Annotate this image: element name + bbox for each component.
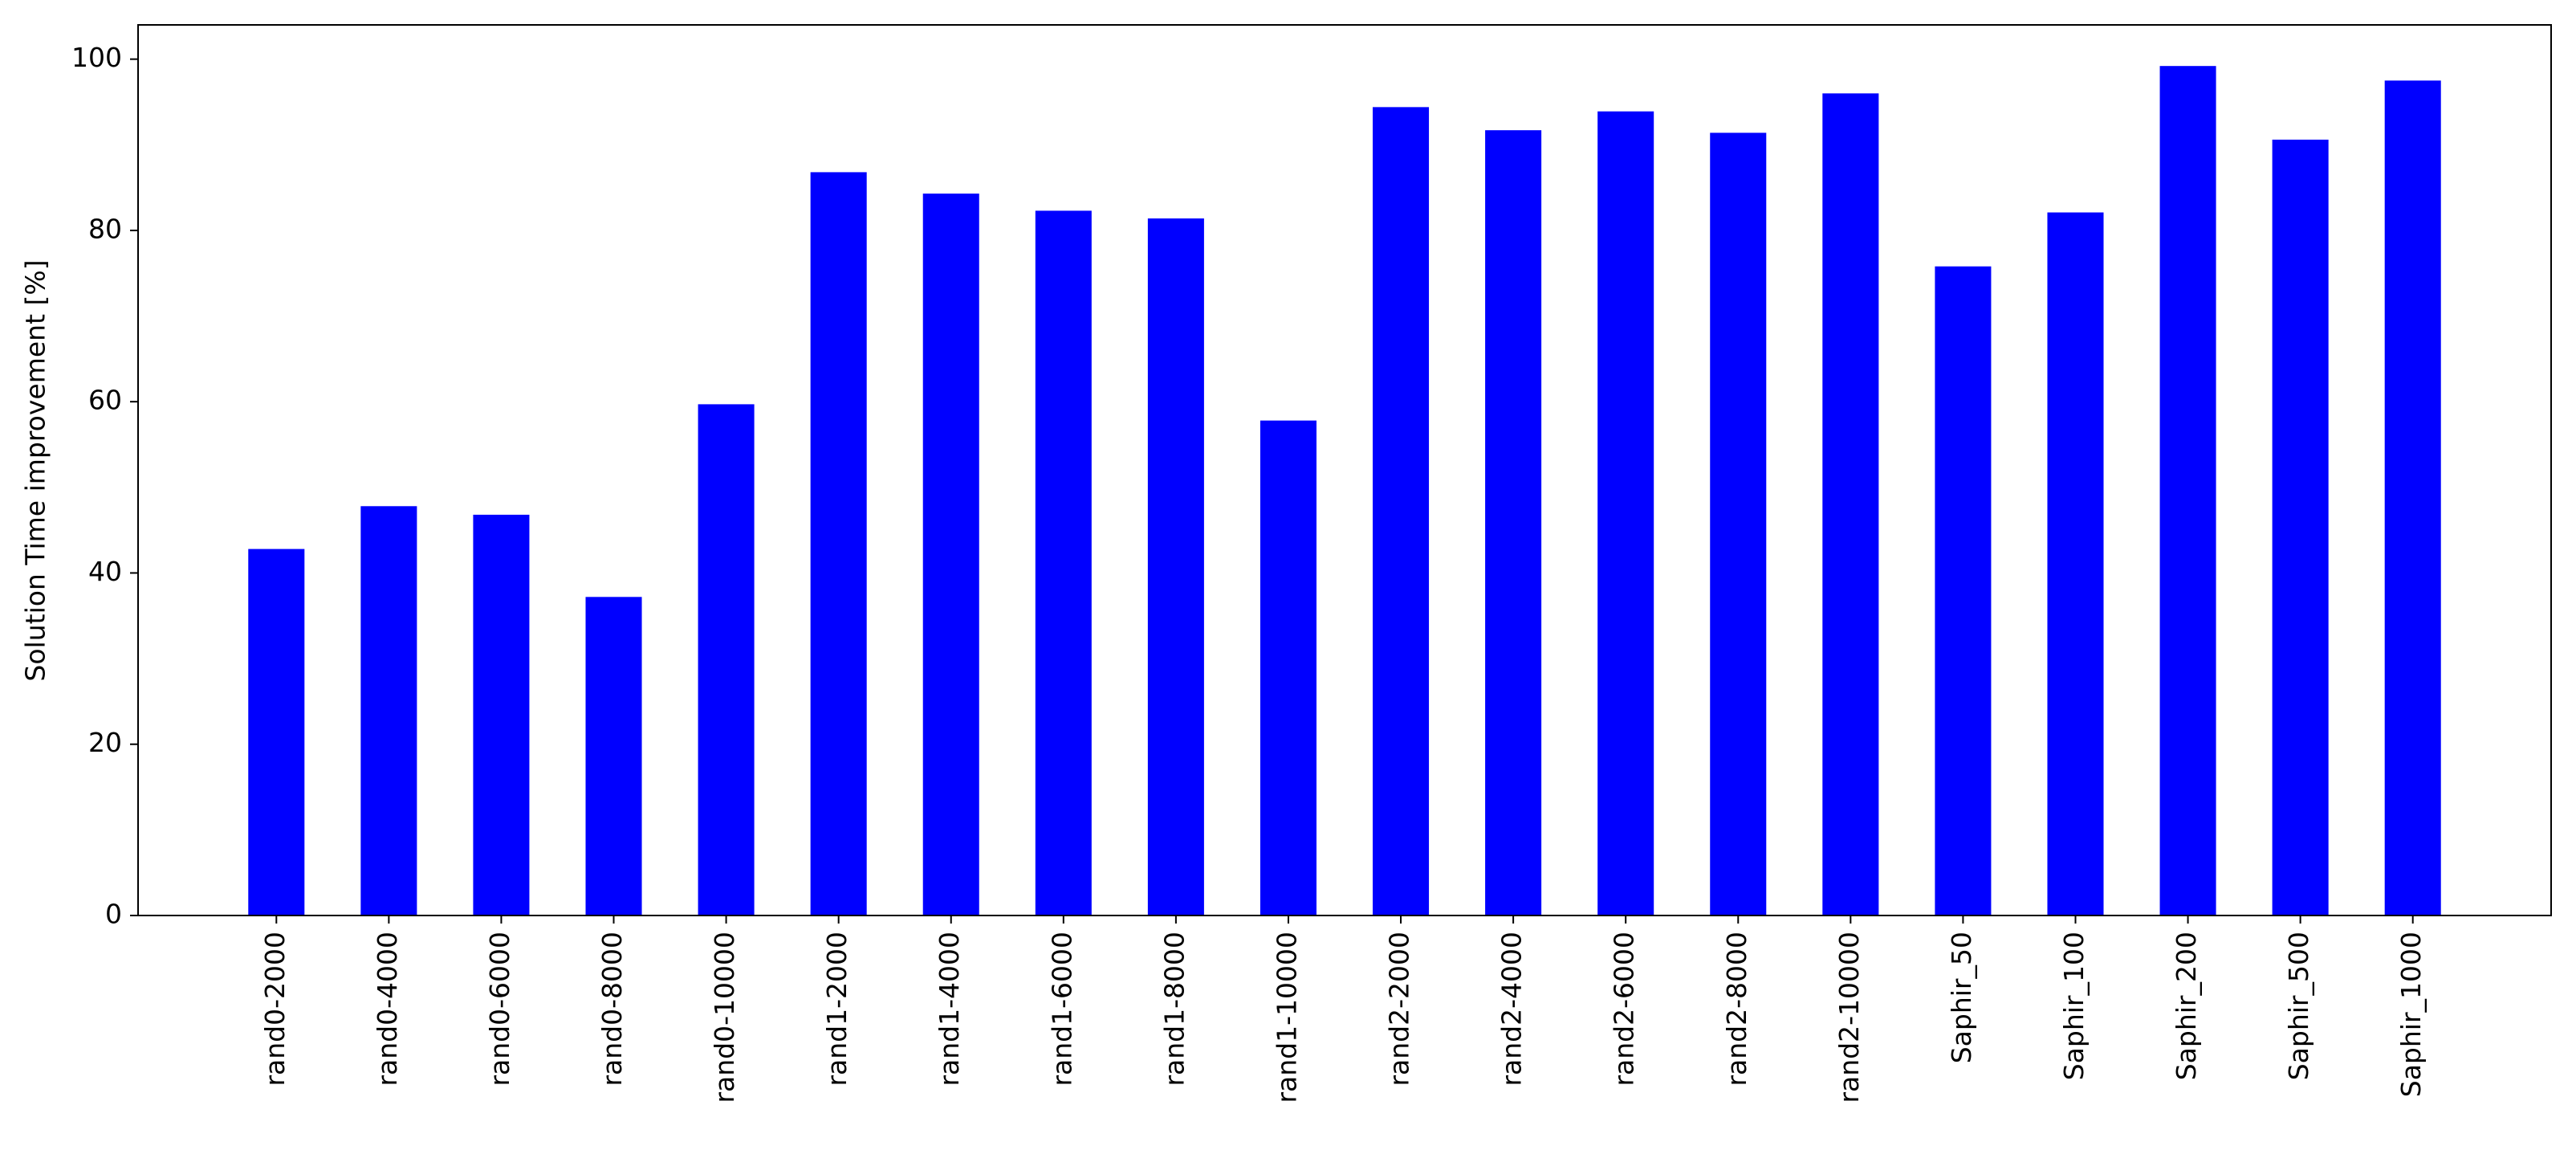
x-tick-label: rand0-6000: [484, 932, 515, 1087]
bar: [698, 404, 755, 916]
x-tick-label: rand0-10000: [709, 932, 740, 1103]
bar: [2159, 66, 2216, 916]
x-tick-label: rand2-10000: [1833, 932, 1865, 1103]
bar: [1485, 130, 1542, 916]
x-tick-label: Saphir_1000: [2395, 932, 2427, 1097]
bar: [1597, 111, 1654, 916]
bar: [1035, 210, 1092, 916]
bar: [2384, 80, 2441, 916]
bar: [473, 514, 530, 916]
bar: [248, 548, 305, 916]
x-tick-label: rand2-4000: [1496, 932, 1528, 1087]
plot-frame: [137, 24, 2552, 916]
x-tick-label: rand1-2000: [821, 932, 853, 1087]
bar: [2047, 212, 2104, 916]
x-tick-label: Saphir_200: [2171, 932, 2202, 1080]
x-tick-label: Saphir_50: [1946, 932, 1977, 1063]
x-tick-label: rand1-10000: [1271, 932, 1302, 1103]
x-tick-label: rand2-8000: [1721, 932, 1752, 1087]
bar: [922, 194, 979, 916]
x-tick-label: rand2-2000: [1384, 932, 1415, 1087]
y-axis-label: Solution Time improvement [%]: [20, 259, 51, 681]
x-tick-label: Saphir_100: [2058, 932, 2090, 1080]
x-tick-label: rand1-8000: [1158, 932, 1190, 1087]
y-tick-label: 40: [88, 556, 122, 587]
bar: [810, 172, 867, 916]
bar: [1260, 420, 1316, 916]
x-tick-label: rand0-8000: [596, 932, 628, 1087]
x-tick-label: rand1-4000: [934, 932, 965, 1087]
bar: [2272, 139, 2329, 916]
bar: [360, 506, 417, 916]
x-tick-label: rand1-6000: [1046, 932, 1077, 1087]
y-tick-label: 100: [71, 42, 122, 73]
x-tick-label: rand0-2000: [259, 932, 291, 1087]
bar: [1822, 93, 1879, 916]
bar: [1935, 266, 1992, 916]
x-tick-label: rand2-6000: [1609, 932, 1640, 1087]
x-tick-label: Saphir_500: [2283, 932, 2314, 1080]
y-tick-label: 0: [105, 899, 122, 930]
x-tick-label: rand0-4000: [372, 932, 403, 1087]
y-tick-label: 80: [88, 213, 122, 244]
bar: [1373, 107, 1430, 916]
y-tick-label: 60: [88, 385, 122, 416]
bar: [585, 597, 642, 916]
y-tick-label: 20: [88, 727, 122, 758]
bar: [1710, 133, 1767, 916]
bar: [1147, 218, 1204, 916]
